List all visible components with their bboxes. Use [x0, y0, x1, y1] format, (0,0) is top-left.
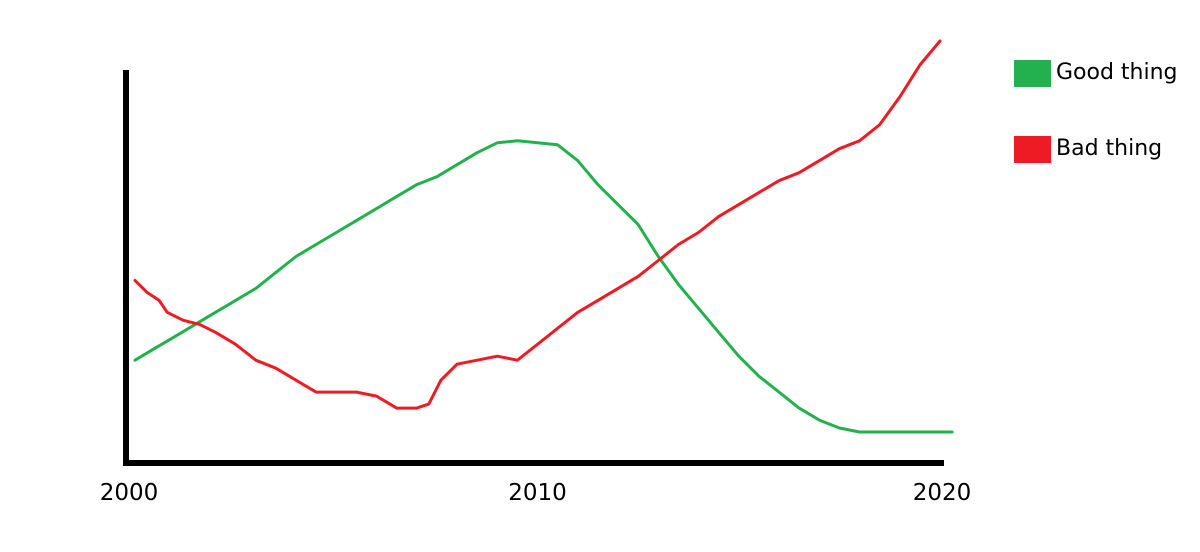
x-tick-labels: 2000 2010 2020: [100, 480, 972, 506]
x-tick-label: 2010: [508, 480, 567, 506]
legend-item-good-thing: Good thing: [1014, 60, 1178, 87]
x-tick-label: 2020: [913, 480, 972, 506]
axes: [123, 70, 944, 466]
legend-swatch: [1014, 60, 1051, 87]
series-line-bad-thing: [133, 39, 942, 410]
x-tick-label: 2000: [100, 480, 159, 506]
series-layer: [133, 39, 954, 434]
legend-swatch: [1014, 136, 1051, 163]
legend-label: Bad thing: [1056, 136, 1162, 161]
legend-item-bad-thing: Bad thing: [1014, 136, 1162, 163]
series-line-good-thing: [133, 139, 954, 434]
legend: Good thing Bad thing: [1014, 60, 1178, 163]
legend-label: Good thing: [1056, 60, 1178, 85]
